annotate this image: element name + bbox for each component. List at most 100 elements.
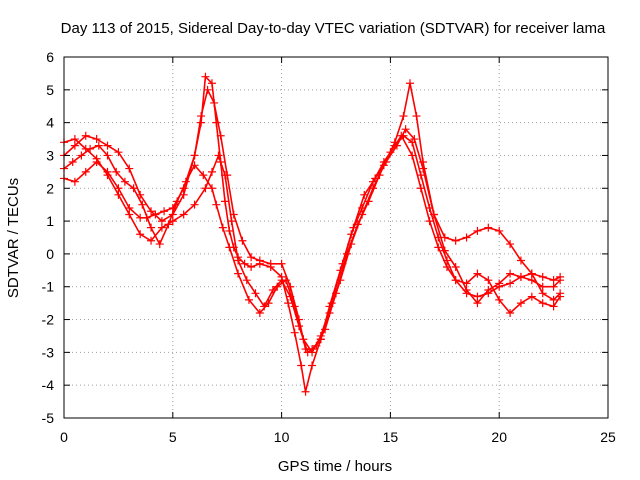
data-point bbox=[247, 253, 256, 262]
data-point bbox=[242, 276, 251, 285]
data-point bbox=[92, 154, 101, 163]
data-point bbox=[112, 167, 121, 176]
data-point bbox=[70, 177, 79, 186]
data-point bbox=[179, 210, 188, 219]
data-point bbox=[527, 269, 536, 278]
data-point bbox=[375, 171, 384, 180]
data-point bbox=[214, 151, 223, 160]
y-tick-label: 6 bbox=[46, 49, 54, 65]
y-tick-label: 0 bbox=[46, 246, 54, 262]
data-point bbox=[125, 164, 134, 173]
y-tick-label: -1 bbox=[42, 279, 55, 295]
data-point bbox=[207, 167, 216, 176]
data-point bbox=[190, 161, 199, 170]
data-point bbox=[114, 148, 123, 157]
x-tick-label: 10 bbox=[274, 429, 290, 445]
data-point bbox=[495, 282, 504, 291]
data-point bbox=[201, 72, 210, 81]
x-tick-label: 15 bbox=[383, 429, 399, 445]
data-point bbox=[125, 210, 134, 219]
data-point bbox=[401, 125, 410, 134]
data-point bbox=[277, 276, 286, 285]
data-point bbox=[412, 112, 421, 121]
data-point bbox=[360, 190, 369, 199]
y-tick-label: -4 bbox=[42, 377, 55, 393]
data-point bbox=[199, 171, 208, 180]
data-point bbox=[129, 184, 138, 193]
data-point bbox=[303, 348, 312, 357]
data-point bbox=[103, 141, 112, 150]
data-point bbox=[425, 217, 434, 226]
data-point bbox=[440, 233, 449, 242]
data-point bbox=[549, 302, 558, 311]
data-point bbox=[295, 322, 304, 331]
data-point bbox=[210, 98, 219, 107]
data-point bbox=[266, 259, 275, 268]
data-point bbox=[484, 289, 493, 298]
data-point bbox=[399, 112, 408, 121]
data-point bbox=[216, 131, 225, 140]
data-point bbox=[342, 249, 351, 258]
x-tick-label: 25 bbox=[600, 429, 616, 445]
data-point bbox=[312, 341, 321, 350]
y-tick-label: 2 bbox=[46, 180, 54, 196]
data-point bbox=[81, 167, 90, 176]
data-point bbox=[190, 151, 199, 160]
data-point bbox=[364, 197, 373, 206]
data-point bbox=[225, 226, 234, 235]
data-point bbox=[277, 259, 286, 268]
data-point bbox=[538, 289, 547, 298]
data-point bbox=[157, 223, 166, 232]
data-point bbox=[353, 220, 362, 229]
x-tick-label: 0 bbox=[60, 429, 68, 445]
y-axis-label: SDTVAR / TECUs bbox=[5, 178, 22, 298]
data-point bbox=[268, 286, 277, 295]
series-track-2 bbox=[60, 85, 565, 354]
data-point bbox=[506, 308, 515, 317]
data-point bbox=[160, 207, 169, 216]
series-line bbox=[63, 75, 561, 393]
data-point bbox=[556, 292, 565, 301]
data-point bbox=[81, 131, 90, 140]
data-point bbox=[506, 240, 515, 249]
series-line bbox=[63, 89, 561, 350]
data-point bbox=[506, 269, 515, 278]
data-point bbox=[114, 190, 123, 199]
data-point bbox=[308, 361, 317, 370]
data-point bbox=[556, 272, 565, 281]
data-point bbox=[451, 236, 460, 245]
data-point bbox=[179, 190, 188, 199]
data-point bbox=[473, 292, 482, 301]
data-point bbox=[147, 207, 156, 216]
data-point bbox=[516, 299, 525, 308]
data-point bbox=[190, 200, 199, 209]
data-point bbox=[120, 177, 129, 186]
series-line bbox=[63, 128, 561, 354]
data-point bbox=[255, 256, 264, 265]
data-point bbox=[397, 131, 406, 140]
data-point bbox=[451, 276, 460, 285]
data-point bbox=[155, 240, 164, 249]
data-point bbox=[332, 289, 340, 298]
data-point bbox=[207, 79, 216, 88]
data-point bbox=[484, 223, 493, 232]
data-point bbox=[247, 263, 256, 272]
data-point bbox=[451, 263, 460, 272]
data-point bbox=[201, 184, 210, 193]
series-track-3 bbox=[60, 125, 565, 357]
data-point bbox=[462, 233, 471, 242]
data-point bbox=[405, 79, 414, 88]
data-point bbox=[297, 361, 306, 370]
data-point bbox=[103, 151, 112, 160]
data-point bbox=[538, 299, 547, 308]
data-point bbox=[103, 171, 112, 180]
data-point bbox=[495, 226, 504, 235]
chart-title: Day 113 of 2015, Sidereal Day-to-day VTE… bbox=[61, 20, 606, 37]
data-point bbox=[495, 295, 504, 304]
data-point bbox=[68, 158, 77, 167]
data-point bbox=[94, 141, 103, 150]
data-point bbox=[429, 210, 438, 219]
data-point bbox=[92, 135, 101, 144]
data-point bbox=[473, 226, 482, 235]
y-tick-label: 1 bbox=[46, 213, 54, 229]
